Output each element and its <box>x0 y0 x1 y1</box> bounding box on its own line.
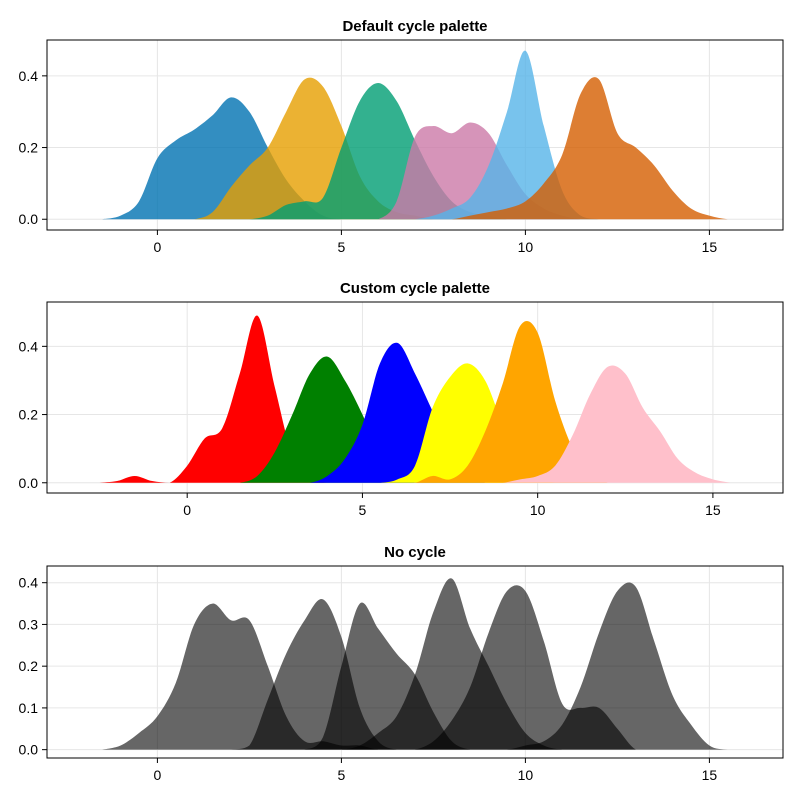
y-tick-label: 0.4 <box>19 575 39 591</box>
density-series-1 <box>99 315 731 483</box>
y-tick-label: 0.3 <box>19 616 39 632</box>
y-tick-label: 0.4 <box>19 68 39 84</box>
x-tick-label: 10 <box>518 239 534 255</box>
chart-panel-3: No cycle 0 5 10 15 0.0 0.1 0.2 0.3 0.4 <box>19 544 784 783</box>
density-series-4 <box>102 122 747 220</box>
plot-frame <box>46 565 784 759</box>
x-tick-label: 10 <box>518 767 534 783</box>
y-tick-label: 0.0 <box>19 211 39 227</box>
x-tick-label: 15 <box>702 767 718 783</box>
x-tick-label: 5 <box>338 767 346 783</box>
y-tick-label: 0.0 <box>19 742 39 758</box>
chart-panel-1: Default cycle palette 0 5 10 15 0.0 0.2 0.4 <box>19 18 784 255</box>
series-group <box>102 50 747 220</box>
y-tick-label: 0.2 <box>19 140 39 156</box>
y-tick-label: 0.2 <box>19 658 39 674</box>
x-tick-label: 5 <box>338 239 346 255</box>
chart-title: Custom cycle palette <box>340 280 490 297</box>
y-tick-label: 0.0 <box>19 475 39 491</box>
plot-frame <box>46 39 784 231</box>
y-tick-label: 0.1 <box>19 700 39 716</box>
x-tick-label: 0 <box>154 239 162 255</box>
density-series-6 <box>99 365 731 483</box>
density-series-4 <box>102 578 747 750</box>
y-tick-label: 0.4 <box>19 338 39 354</box>
chart-title: Default cycle palette <box>342 18 487 35</box>
plot-frame <box>46 301 784 494</box>
density-series-3 <box>99 342 731 483</box>
series-group <box>99 315 731 483</box>
chart-panel-2: Custom cycle palette 0 5 10 15 0.0 0.2 0.4 <box>19 280 784 518</box>
density-series-2 <box>102 77 747 220</box>
x-tick-label: 0 <box>154 767 162 783</box>
x-tick-label: 15 <box>702 239 718 255</box>
series-group <box>102 578 747 750</box>
x-tick-label: 10 <box>530 502 546 518</box>
x-tick-label: 5 <box>359 502 367 518</box>
y-tick-label: 0.2 <box>19 407 39 423</box>
density-series-6 <box>102 77 747 220</box>
density-series-6 <box>102 582 747 750</box>
x-tick-label: 0 <box>183 502 191 518</box>
x-tick-label: 15 <box>705 502 721 518</box>
chart-title: No cycle <box>384 544 446 561</box>
